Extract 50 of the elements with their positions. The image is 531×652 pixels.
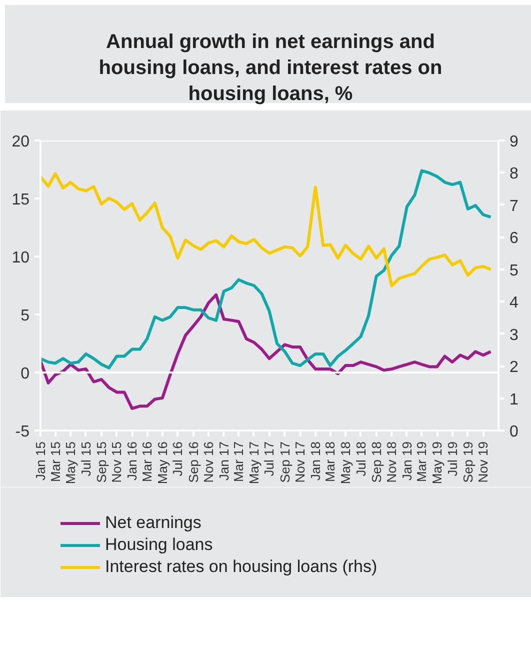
x-tick-label: Sep 18 bbox=[368, 442, 384, 483]
x-tick-label: Mar 15 bbox=[48, 441, 63, 482]
x-tick-label: May 15 bbox=[63, 441, 78, 484]
x-tick-label: Jan 16 bbox=[124, 441, 140, 481]
legend-label: Housing loans bbox=[105, 535, 213, 555]
x-tick-label: Jan 17 bbox=[216, 441, 232, 481]
x-tick-label: Jul 19 bbox=[444, 441, 460, 476]
x-tick-label: Jan 19 bbox=[399, 441, 414, 481]
x-tick-label: Sep 19 bbox=[460, 442, 476, 483]
x-tick-label: Sep 16 bbox=[186, 442, 201, 483]
y-tick-label: 0 bbox=[20, 366, 30, 382]
legend-label: Net earnings bbox=[105, 513, 202, 533]
x-tick-label: May 19 bbox=[430, 441, 445, 484]
x-tick-label: May 17 bbox=[246, 441, 262, 484]
y2-tick-label: 8 bbox=[510, 166, 518, 183]
x-tick-label: Mar 18 bbox=[322, 441, 338, 482]
y2-tick-label: 3 bbox=[510, 326, 518, 344]
x-tick-label: Sep 15 bbox=[94, 442, 109, 483]
x-tick-label: Jan 15 bbox=[33, 441, 48, 481]
y2-tick-label: 5 bbox=[510, 262, 518, 280]
y-tick-label: -5 bbox=[15, 424, 30, 440]
y2-tick-label: 6 bbox=[510, 230, 518, 248]
y2-tick-label: 7 bbox=[510, 198, 518, 215]
x-tick-label: May 16 bbox=[154, 441, 170, 484]
x-tick-label: Jul 15 bbox=[78, 441, 94, 476]
y2-tick-label: 0 bbox=[510, 424, 518, 440]
y2-tick-label: 1 bbox=[510, 391, 518, 408]
x-tick-label: Jul 17 bbox=[262, 441, 277, 476]
x-tick-label: Nov 18 bbox=[384, 441, 400, 483]
x-tick-label: Mar 17 bbox=[231, 441, 246, 482]
y2-tick-label: 9 bbox=[510, 134, 518, 150]
chart-title: Annual growth in net earnings and housing loans, and interest rates on housing loans, % bbox=[98, 30, 444, 107]
y2-tick-label: 2 bbox=[510, 359, 518, 376]
x-tick-label: Jan 18 bbox=[308, 441, 323, 481]
x-tick-label: May 18 bbox=[338, 441, 353, 484]
x-tick-label: Nov 19 bbox=[476, 441, 491, 483]
x-tick-label: Nov 17 bbox=[292, 441, 308, 483]
legend-label: Interest rates on housing loans (rhs) bbox=[105, 557, 378, 577]
y-tick-label: 20 bbox=[12, 134, 30, 150]
y2-tick-label: 4 bbox=[510, 294, 518, 312]
y-tick-label: 5 bbox=[20, 308, 30, 324]
y-tick-label: 15 bbox=[12, 192, 30, 208]
x-tick-label: Jul 18 bbox=[353, 441, 368, 476]
x-tick-label: Mar 16 bbox=[140, 441, 155, 482]
x-tick-label: Mar 19 bbox=[414, 441, 430, 482]
x-tick-label: Jul 16 bbox=[170, 441, 186, 476]
x-tick-label: Nov 15 bbox=[109, 441, 124, 483]
x-tick-label: Sep 17 bbox=[277, 442, 292, 483]
x-tick-label: Nov 16 bbox=[201, 441, 216, 483]
y-tick-label: 10 bbox=[12, 250, 30, 266]
